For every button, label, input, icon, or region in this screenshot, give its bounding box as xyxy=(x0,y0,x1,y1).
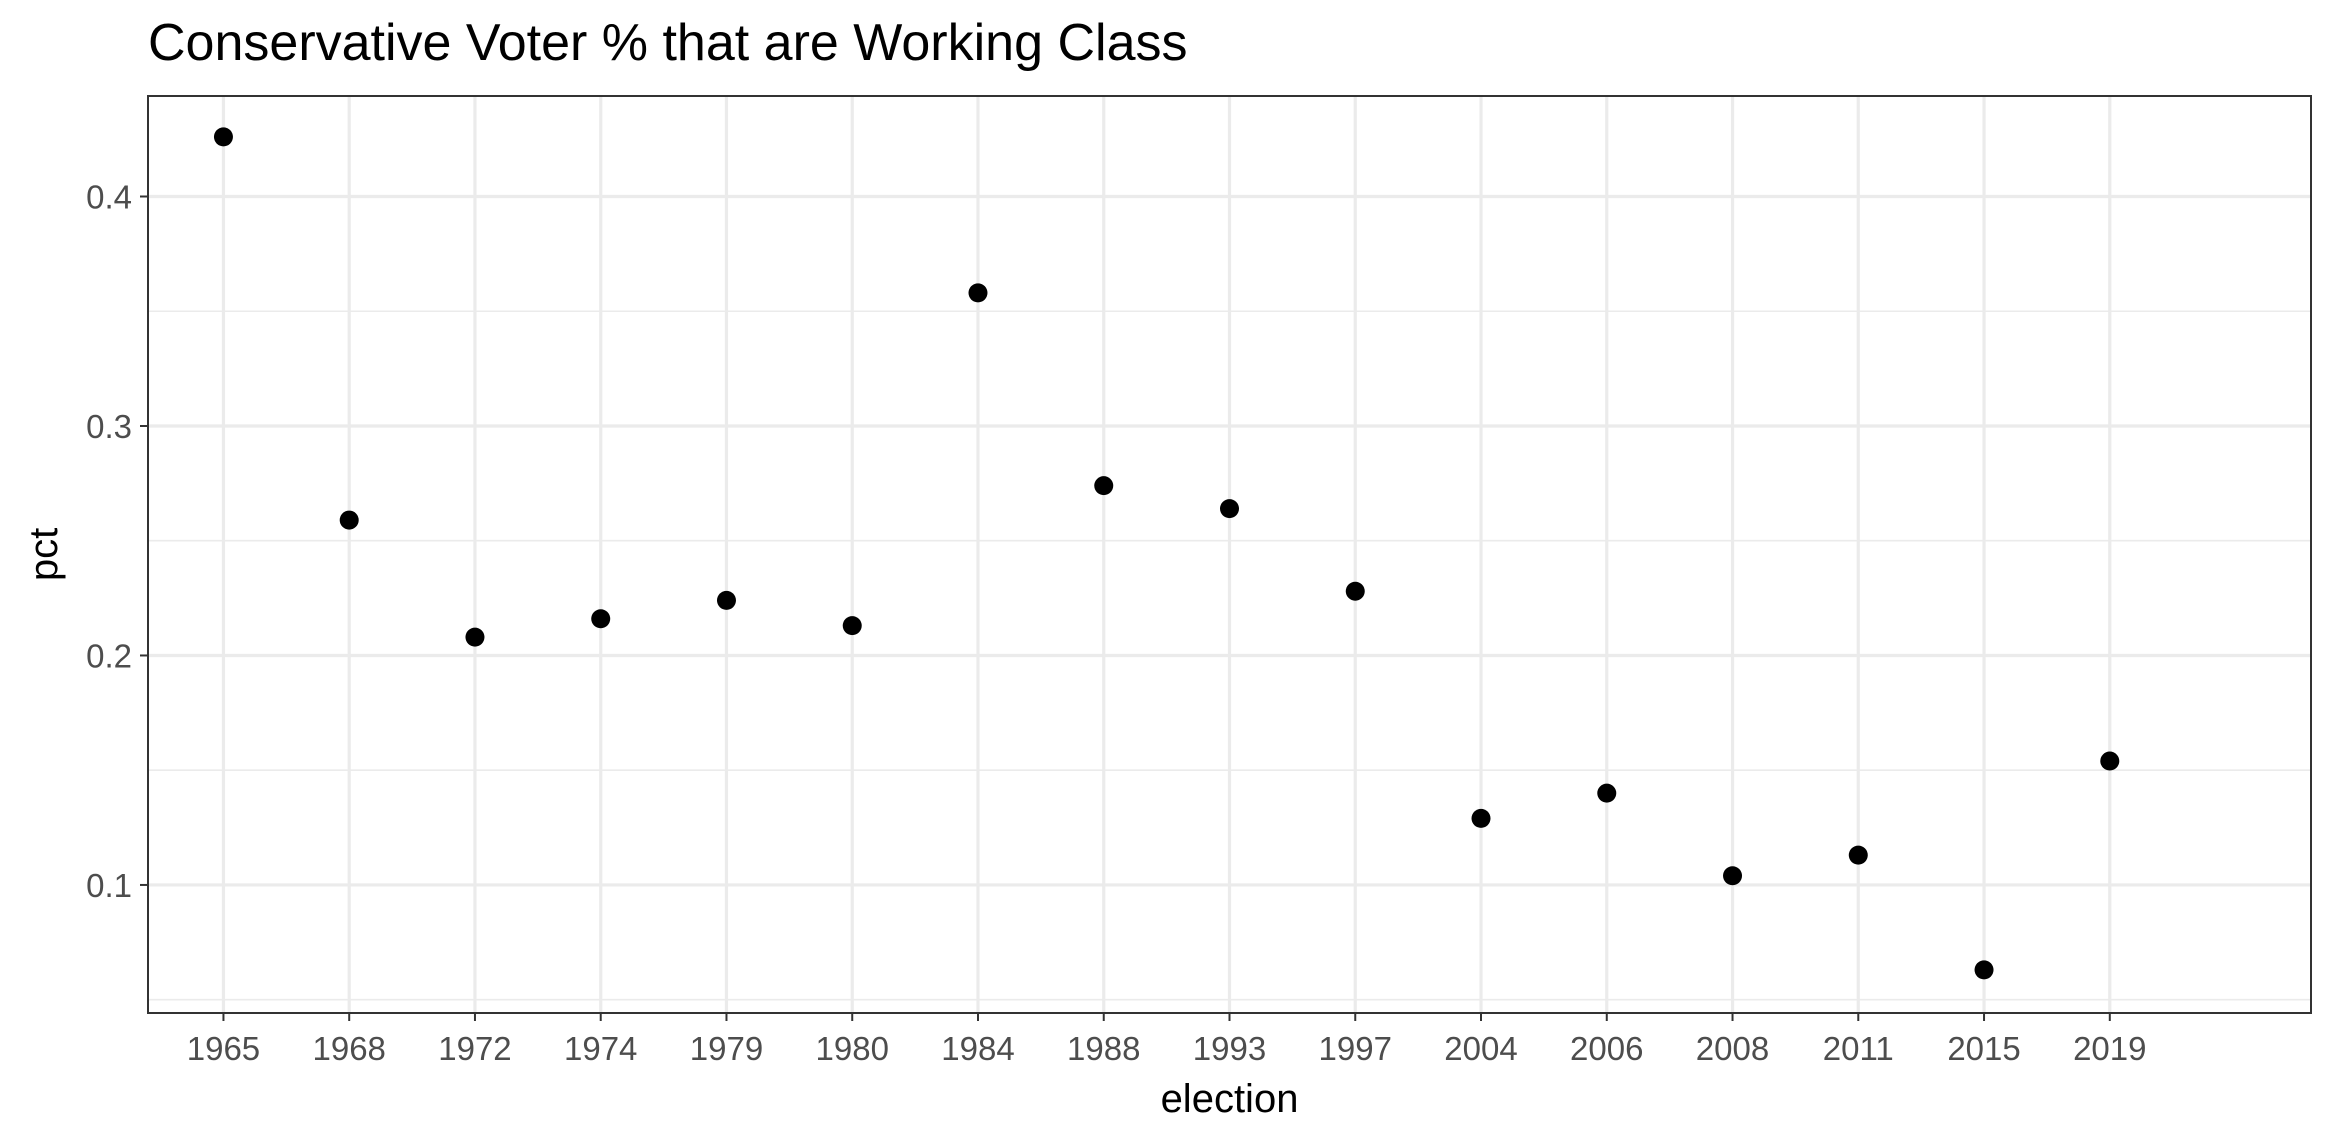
y-tick-label: 0.1 xyxy=(86,867,132,904)
x-tick-label: 1965 xyxy=(187,1030,260,1067)
x-tick-label: 1984 xyxy=(941,1030,1014,1067)
x-tick-label: 2015 xyxy=(1947,1030,2020,1067)
data-point-2004 xyxy=(1471,808,1491,828)
data-point-2015 xyxy=(1974,960,1994,980)
x-tick-label: 2008 xyxy=(1696,1030,1769,1067)
x-tick-label: 1988 xyxy=(1067,1030,1140,1067)
y-axis: 0.1 0.2 0.3 0.4 xyxy=(86,179,148,904)
data-point-1997 xyxy=(1345,581,1365,601)
x-tick-label: 2011 xyxy=(1823,1030,1894,1067)
y-tick-label: 0.4 xyxy=(86,179,132,216)
x-tick-label: 2019 xyxy=(2073,1030,2146,1067)
x-axis: 1965 1968 1972 1974 1979 1980 1984 1988 1993 1997… xyxy=(187,1013,2147,1067)
data-point-1968 xyxy=(339,510,359,530)
x-tick-label: 1993 xyxy=(1193,1030,1266,1067)
data-point-2011 xyxy=(1848,845,1868,865)
x-tick-label: 1997 xyxy=(1319,1030,1392,1067)
grid-lines xyxy=(148,96,2311,1013)
x-tick-label: 1974 xyxy=(564,1030,637,1067)
x-tick-label: 1980 xyxy=(816,1030,889,1067)
y-tick-label: 0.3 xyxy=(86,408,132,445)
y-axis-title: pct xyxy=(22,528,66,581)
x-axis-title: election xyxy=(1161,1077,1299,1121)
data-point-2019 xyxy=(2100,751,2120,771)
chart-title: Conservative Voter % that are Working Cl… xyxy=(148,14,1188,72)
data-point-1980 xyxy=(842,616,862,636)
data-point-1993 xyxy=(1220,499,1239,519)
y-tick-label: 0.2 xyxy=(86,637,132,674)
data-point-1988 xyxy=(1094,476,1114,496)
data-point-1979 xyxy=(716,590,736,610)
x-tick-label: 1979 xyxy=(690,1030,763,1067)
x-tick-label: 1968 xyxy=(312,1030,385,1067)
data-point-2006 xyxy=(1597,783,1617,803)
data-point-1972 xyxy=(465,627,485,647)
data-point-2008 xyxy=(1723,866,1743,886)
x-tick-label: 1972 xyxy=(438,1030,511,1067)
x-tick-label: 2006 xyxy=(1570,1030,1643,1067)
data-points xyxy=(213,127,2120,980)
x-tick-label: 2004 xyxy=(1444,1030,1517,1067)
data-point-1974 xyxy=(591,609,611,629)
data-point-1984 xyxy=(968,283,988,303)
data-point-1965 xyxy=(213,127,233,147)
